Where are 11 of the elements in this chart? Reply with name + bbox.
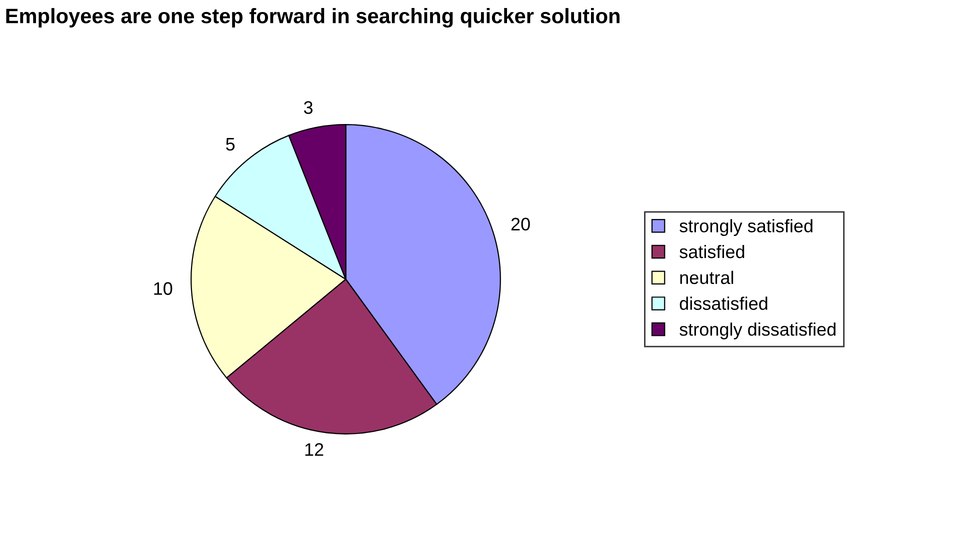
data-label: 12 xyxy=(305,443,324,456)
data-label: 20 xyxy=(511,218,530,231)
data-label: 10 xyxy=(154,282,172,295)
legend-label: neutral xyxy=(680,270,734,284)
legend-label: strongly dissatisfied xyxy=(680,322,836,340)
legend-label: dissatisfied xyxy=(680,296,768,310)
data-label: 3 xyxy=(304,101,313,114)
chart-title: Employees are one step forward in searching quicker solution xyxy=(6,8,620,28)
legend-label: satisfied xyxy=(680,244,744,258)
legend-label: strongly satisfied xyxy=(680,219,812,236)
data-label: 5 xyxy=(226,138,235,151)
